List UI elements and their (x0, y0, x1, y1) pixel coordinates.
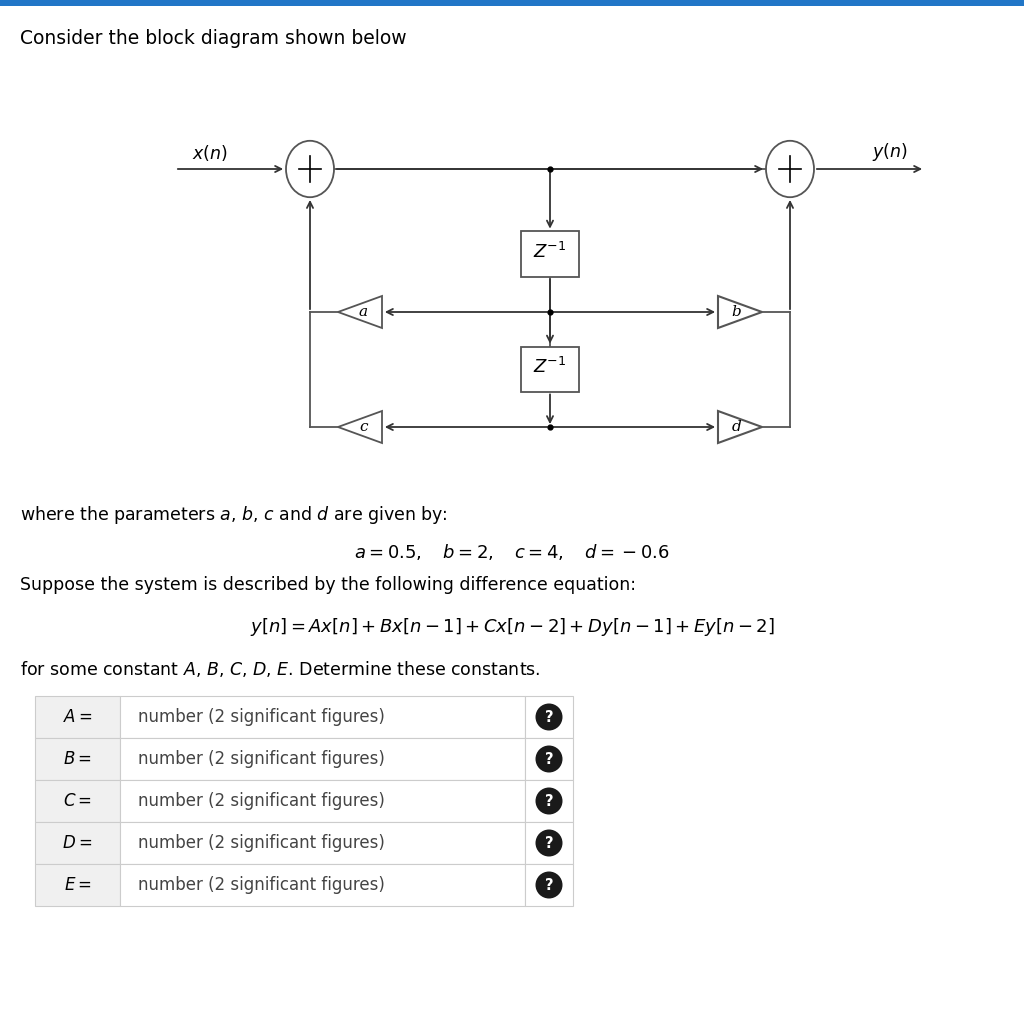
Text: number (2 significant figures): number (2 significant figures) (138, 708, 385, 726)
Text: number (2 significant figures): number (2 significant figures) (138, 834, 385, 852)
Text: b: b (731, 305, 741, 319)
Text: Suppose the system is described by the following difference equation:: Suppose the system is described by the f… (20, 575, 636, 594)
Text: ?: ? (545, 710, 553, 725)
Bar (0, 0, 1024, 6)
Text: $\it{Z}^{-1}$: $\it{Z}^{-1}$ (534, 357, 566, 377)
Text: ?: ? (545, 836, 553, 851)
FancyBboxPatch shape (120, 738, 525, 780)
Polygon shape (338, 411, 382, 443)
FancyBboxPatch shape (120, 864, 525, 906)
FancyBboxPatch shape (525, 864, 573, 906)
FancyBboxPatch shape (35, 864, 120, 906)
Text: $y(n)$: $y(n)$ (872, 141, 908, 163)
FancyBboxPatch shape (35, 780, 120, 822)
Text: $a = 0.5, \quad b = 2, \quad c = 4, \quad d = -0.6$: $a = 0.5, \quad b = 2, \quad c = 4, \qua… (354, 542, 670, 562)
Text: $C =$: $C =$ (63, 792, 92, 810)
FancyBboxPatch shape (521, 346, 579, 391)
Text: $y[n] = Ax[n] + Bx[n-1] + Cx[n-2] + Dy[n-1] + Ey[n-2]$: $y[n] = Ax[n] + Bx[n-1] + Cx[n-2] + Dy[n… (250, 616, 774, 638)
Text: $A =$: $A =$ (62, 708, 92, 726)
FancyBboxPatch shape (35, 822, 120, 864)
FancyBboxPatch shape (525, 738, 573, 780)
Circle shape (536, 871, 562, 898)
Circle shape (536, 703, 562, 730)
Text: $B =$: $B =$ (63, 750, 92, 768)
FancyBboxPatch shape (525, 780, 573, 822)
Text: $E =$: $E =$ (63, 876, 91, 894)
Text: number (2 significant figures): number (2 significant figures) (138, 792, 385, 810)
Ellipse shape (286, 140, 334, 198)
Text: c: c (359, 420, 368, 434)
Text: Consider the block diagram shown below: Consider the block diagram shown below (20, 29, 407, 48)
Text: ?: ? (545, 752, 553, 767)
Circle shape (536, 745, 562, 772)
FancyBboxPatch shape (35, 738, 120, 780)
Polygon shape (718, 296, 762, 328)
Polygon shape (338, 296, 382, 328)
Circle shape (536, 829, 562, 856)
Text: number (2 significant figures): number (2 significant figures) (138, 750, 385, 768)
FancyBboxPatch shape (525, 822, 573, 864)
Text: for some constant $A$, $B$, $C$, $D$, $E$. Determine these constants.: for some constant $A$, $B$, $C$, $D$, $E… (20, 659, 541, 679)
FancyBboxPatch shape (525, 696, 573, 738)
Text: where the parameters $a$, $b$, $c$ and $d$ are given by:: where the parameters $a$, $b$, $c$ and $… (20, 504, 447, 526)
Polygon shape (718, 411, 762, 443)
FancyBboxPatch shape (120, 822, 525, 864)
Text: $\it{Z}^{-1}$: $\it{Z}^{-1}$ (534, 242, 566, 262)
FancyBboxPatch shape (120, 780, 525, 822)
Text: ?: ? (545, 794, 553, 809)
Text: $x(n)$: $x(n)$ (193, 143, 228, 163)
Text: $D =$: $D =$ (62, 834, 92, 852)
FancyBboxPatch shape (120, 696, 525, 738)
Ellipse shape (766, 140, 814, 198)
FancyBboxPatch shape (521, 231, 579, 276)
Text: number (2 significant figures): number (2 significant figures) (138, 876, 385, 894)
Circle shape (536, 787, 562, 814)
Text: ?: ? (545, 878, 553, 893)
FancyBboxPatch shape (35, 696, 120, 738)
Text: d: d (731, 420, 741, 434)
Text: a: a (359, 305, 368, 319)
